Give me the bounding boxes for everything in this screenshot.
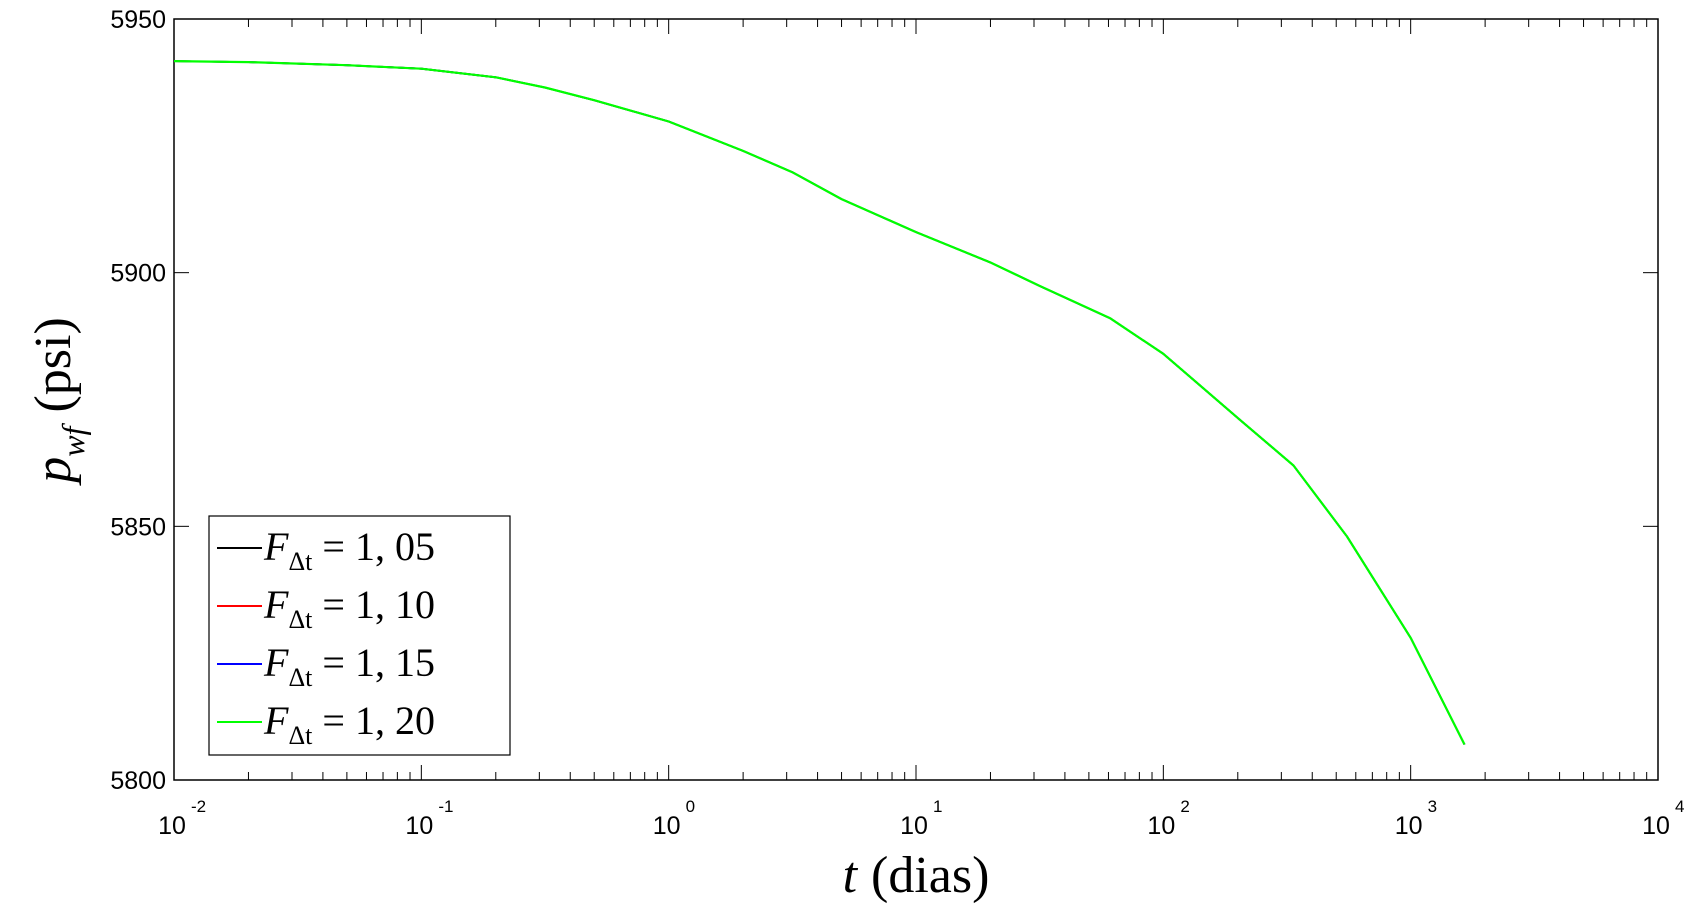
x-tick-exponent: 2 [1180, 797, 1189, 816]
x-tick-exponent: -1 [438, 797, 453, 816]
series-lines [173, 60, 1466, 745]
x-tick-labels: 10 -2 10 -1 10 0 10 1 10 2 10 3 10 4 [158, 797, 1684, 840]
legend-symbol: F [263, 582, 289, 627]
x-tick-exponent: 4 [1675, 797, 1684, 816]
legend-symbol: F [263, 524, 289, 569]
x-tick-exponent: 1 [933, 797, 942, 816]
legend-label-1: FΔt = 1, 05 [263, 524, 435, 576]
x-tick-label: 10 [158, 812, 186, 840]
y-tick-labels: 5800 5850 5900 5950 [110, 6, 166, 795]
x-tick-label: 10 [653, 812, 681, 840]
legend-subscript: Δt [288, 663, 313, 692]
x-axis-label: t (dias) [843, 847, 990, 904]
legend-label-2: FΔt = 1, 10 [263, 582, 435, 634]
y-tick-label: 5950 [110, 6, 166, 34]
legend-value: = 1, 05 [322, 524, 435, 569]
legend-subscript: Δt [288, 605, 313, 634]
x-tick-label: 10 [1395, 812, 1423, 840]
y-tick-label: 5800 [110, 767, 166, 795]
x-tick-label: 10 [405, 812, 433, 840]
x-tick-exponent: -2 [191, 797, 206, 816]
x-tick-exponent: 3 [1428, 797, 1437, 816]
legend-label-4: FΔt = 1, 20 [263, 698, 435, 750]
y-axis-label: pwf(psi) [25, 317, 91, 487]
axis-ticks [173, 18, 1658, 781]
x-tick-label: 10 [1147, 812, 1175, 840]
legend-symbol: F [263, 698, 289, 743]
legend-box [208, 515, 511, 756]
y-tick-label: 5850 [110, 513, 166, 541]
legend-value: = 1, 20 [322, 698, 435, 743]
x-tick-label: 10 [1642, 812, 1670, 840]
series-line-4 [173, 60, 1466, 745]
legend-subscript: Δt [288, 721, 313, 750]
legend-symbol: F [263, 640, 289, 685]
legend-subscript: Δt [288, 547, 313, 576]
x-tick-exponent: 0 [686, 797, 695, 816]
x-tick-label: 10 [900, 812, 928, 840]
legend-value: = 1, 15 [322, 640, 435, 685]
y-tick-label: 5900 [110, 260, 166, 288]
legend-value: = 1, 10 [322, 582, 435, 627]
legend-label-3: FΔt = 1, 15 [263, 640, 435, 692]
